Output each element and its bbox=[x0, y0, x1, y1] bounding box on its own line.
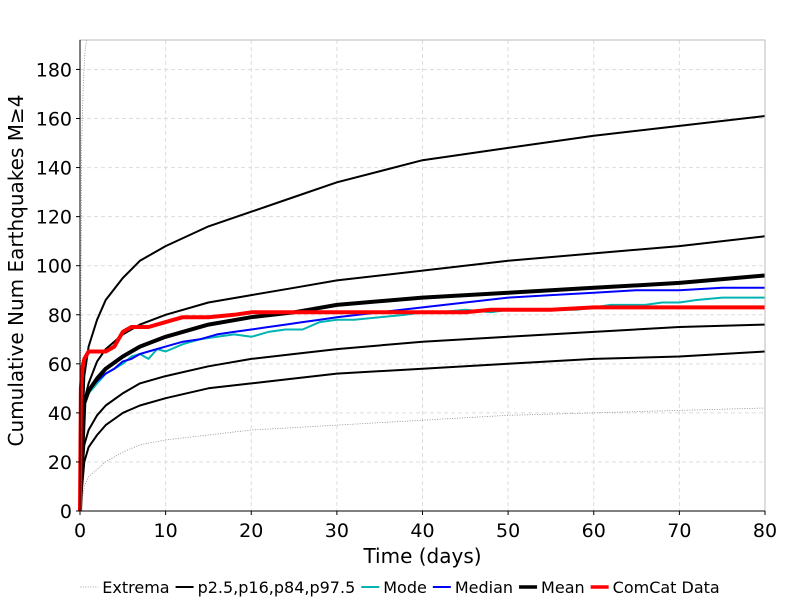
y-tick-label: 180 bbox=[36, 59, 72, 81]
x-tick-label: 30 bbox=[325, 520, 349, 542]
series-line bbox=[79, 115, 766, 512]
x-tick-label: 0 bbox=[74, 520, 86, 542]
series-line bbox=[79, 39, 88, 512]
legend-label: Mode bbox=[383, 578, 427, 597]
y-tick-label: 60 bbox=[48, 354, 72, 376]
series-median bbox=[79, 286, 765, 512]
y-tick-label: 40 bbox=[48, 403, 72, 425]
series-line bbox=[79, 407, 766, 512]
legend-label: p2.5,p16,p84,p97.5 bbox=[198, 578, 356, 597]
legend-label: Median bbox=[455, 578, 513, 597]
y-tick-label: 160 bbox=[36, 109, 72, 131]
series-mode bbox=[79, 296, 765, 512]
legend-label: Mean bbox=[541, 578, 585, 597]
x-tick-label: 10 bbox=[154, 520, 178, 542]
y-axis-title: Cumulative Num Earthquakes M≥4 bbox=[4, 95, 28, 447]
legend-label: Extrema bbox=[102, 578, 169, 597]
series-line bbox=[78, 305, 765, 512]
series-p2-5-p16-p84-p97-5 bbox=[79, 115, 766, 512]
legend: Extrema p2.5,p16,p84,p97.5 Mode Median Mean C… bbox=[80, 578, 720, 597]
x-axis-ticks: 0 10 20 30 40 50 60 70 80 bbox=[74, 510, 777, 542]
y-tick-label: 120 bbox=[36, 207, 72, 229]
series-line bbox=[78, 273, 766, 512]
y-tick-label: 80 bbox=[48, 305, 72, 327]
series-line bbox=[79, 350, 766, 512]
series-line bbox=[79, 286, 765, 512]
y-tick-label: 20 bbox=[48, 452, 72, 474]
x-tick-label: 60 bbox=[582, 520, 606, 542]
x-tick-label: 80 bbox=[753, 520, 777, 542]
x-tick-label: 40 bbox=[410, 520, 434, 542]
series-extrema bbox=[79, 39, 766, 512]
series-mean bbox=[78, 273, 766, 512]
y-tick-label: 140 bbox=[36, 158, 72, 180]
series-line bbox=[79, 323, 766, 512]
grid-lines bbox=[79, 40, 766, 512]
legend-label: ComCat Data bbox=[613, 578, 720, 597]
y-axis-ticks: 0 20 40 60 80 100 120 140 160 180 bbox=[36, 40, 81, 523]
y-tick-label: 0 bbox=[60, 501, 72, 523]
series-comcat-data bbox=[78, 305, 765, 512]
series-layer bbox=[78, 39, 766, 512]
x-tick-label: 50 bbox=[496, 520, 520, 542]
x-tick-label: 20 bbox=[239, 520, 263, 542]
x-axis-title: Time (days) bbox=[362, 544, 481, 568]
y-tick-label: 100 bbox=[36, 256, 72, 278]
x-tick-label: 70 bbox=[667, 520, 691, 542]
series-line bbox=[79, 235, 766, 512]
series-line bbox=[79, 296, 765, 512]
